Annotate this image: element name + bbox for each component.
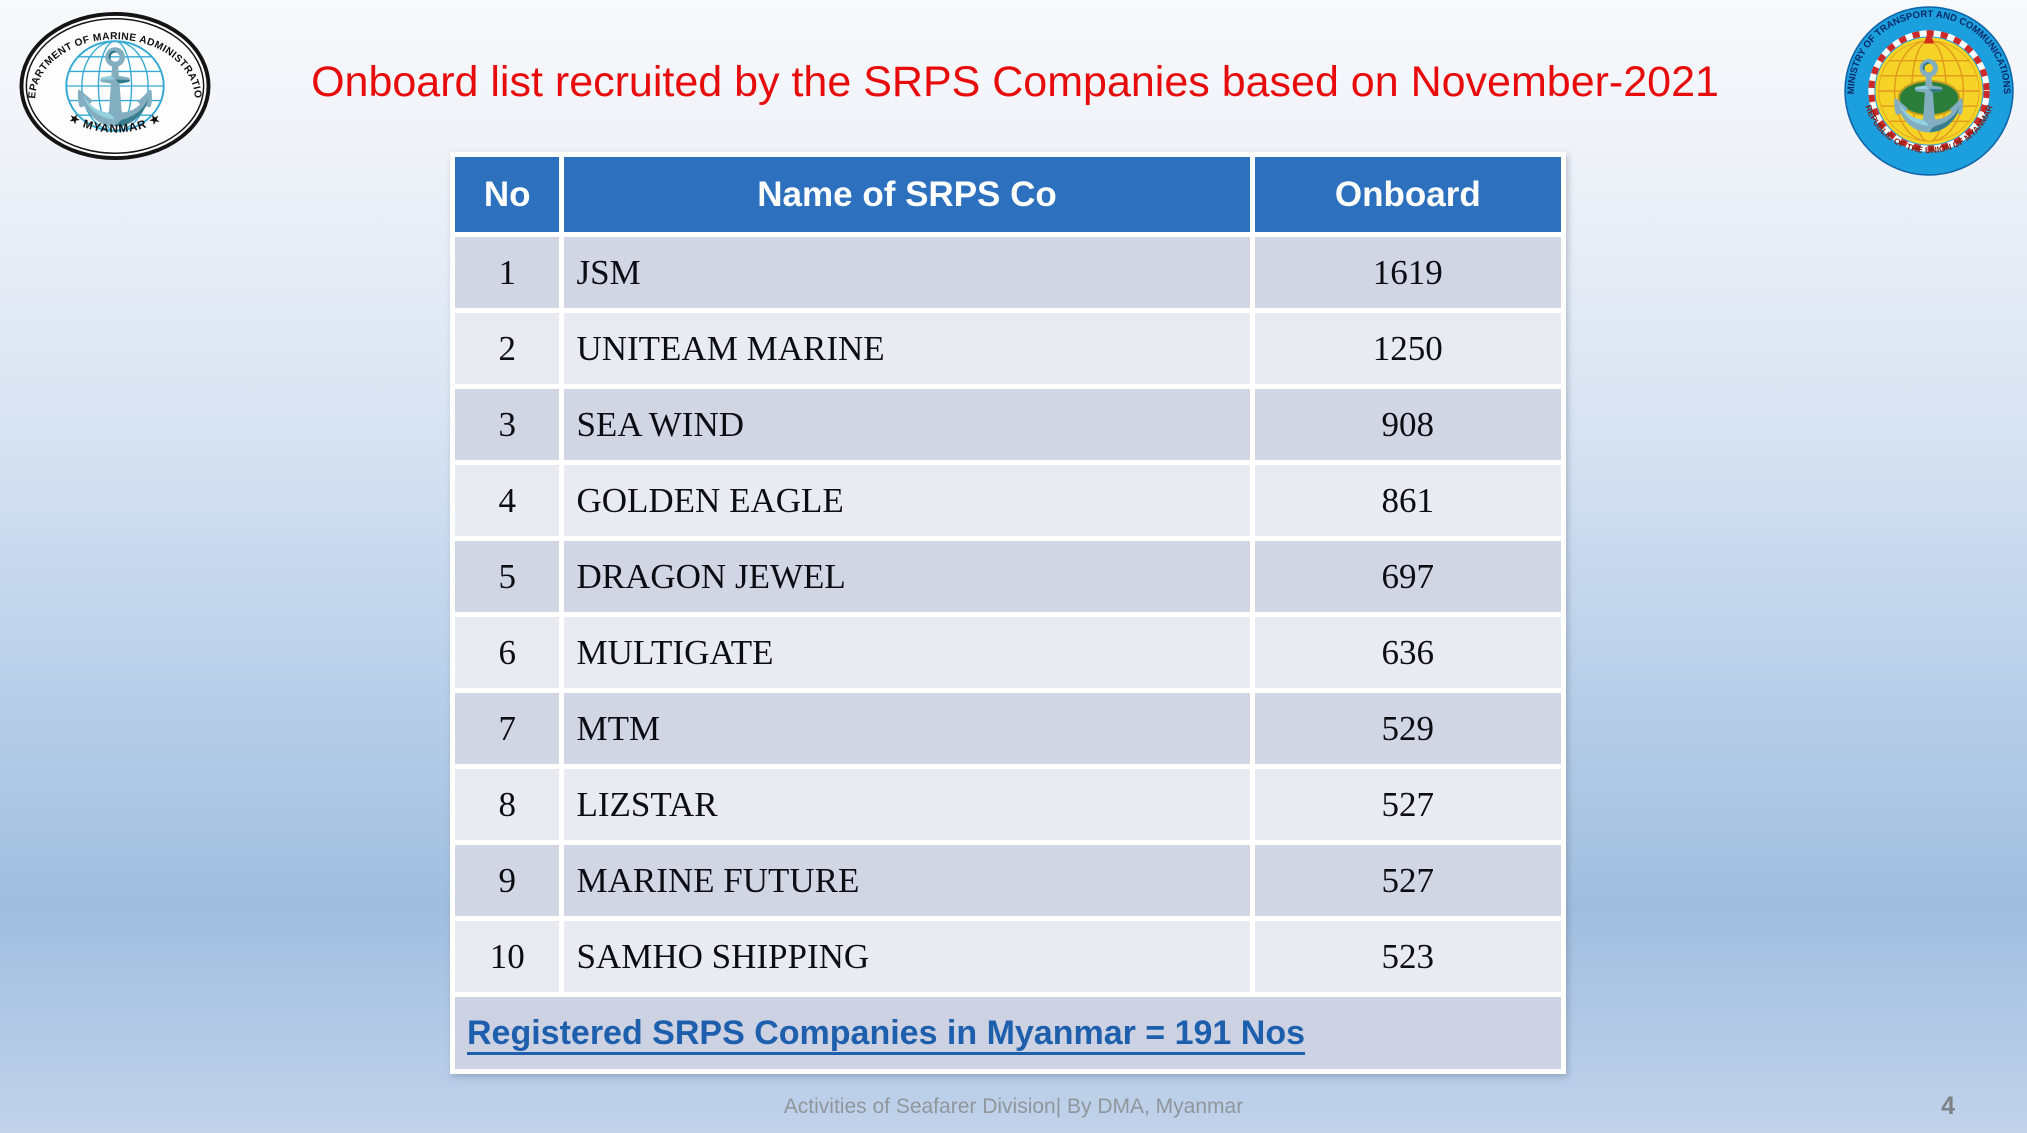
onboard-count-cell: 527 — [1254, 845, 1561, 916]
onboard-count-cell: 523 — [1254, 921, 1561, 992]
header-name: Name of SRPS Co — [564, 157, 1250, 232]
page-number: 4 — [1941, 1092, 1955, 1120]
anchor-icon: ⚓ — [1887, 57, 1970, 133]
flame-icon — [1923, 29, 1935, 44]
row-no-cell: 6 — [455, 617, 560, 688]
motc-logo: ⚓ MINISTRY OF TRANSPORT AND COMMUNICATIO… — [1843, 5, 2015, 177]
row-no-cell: 9 — [455, 845, 560, 916]
summary-row: Registered SRPS Companies in Myanmar = 1… — [455, 997, 1561, 1069]
onboard-count-cell: 861 — [1254, 465, 1561, 536]
table-row: 9 MARINE FUTURE 527 — [455, 845, 1561, 916]
header-no: No — [455, 157, 560, 232]
green-field — [1897, 79, 1961, 117]
onboard-count-cell: 636 — [1254, 617, 1561, 688]
onboard-count-cell: 1619 — [1254, 237, 1561, 308]
motc-logo-graphic: ⚓ MINISTRY OF TRANSPORT AND COMMUNICATIO… — [1843, 5, 2014, 176]
onboard-count-cell: 529 — [1254, 693, 1561, 764]
row-no-cell: 4 — [455, 465, 560, 536]
dma-logo-graphic: ⚓ DEPARTMENT OF MARINE ADMINISTRATION ★ … — [16, 10, 211, 161]
company-name-cell: MTM — [564, 693, 1250, 764]
table-row: 2 UNITEAM MARINE 1250 — [455, 313, 1561, 384]
company-name-cell: DRAGON JEWEL — [564, 541, 1250, 612]
onboard-count-cell: 527 — [1254, 769, 1561, 840]
row-no-cell: 10 — [455, 921, 560, 992]
header-onboard: Onboard — [1254, 157, 1561, 232]
table-row: 6 MULTIGATE 636 — [455, 617, 1561, 688]
summary-cell: Registered SRPS Companies in Myanmar = 1… — [455, 997, 1561, 1069]
onboard-count-cell: 908 — [1254, 389, 1561, 460]
srps-table: No Name of SRPS Co Onboard 1 JSM 1619 2 … — [450, 152, 1566, 1074]
table-header-row: No Name of SRPS Co Onboard — [455, 157, 1561, 232]
company-name-cell: MULTIGATE — [564, 617, 1250, 688]
company-name-cell: MARINE FUTURE — [564, 845, 1250, 916]
company-name-cell: GOLDEN EAGLE — [564, 465, 1250, 536]
registered-companies-total: Registered SRPS Companies in Myanmar = 1… — [467, 1013, 1306, 1052]
onboard-count-cell: 697 — [1254, 541, 1561, 612]
table-row: 4 GOLDEN EAGLE 861 — [455, 465, 1561, 536]
dma-logo: ⚓ DEPARTMENT OF MARINE ADMINISTRATION ★ … — [16, 10, 214, 162]
company-name-cell: UNITEAM MARINE — [564, 313, 1250, 384]
row-no-cell: 8 — [455, 769, 560, 840]
table-row: 10 SAMHO SHIPPING 523 — [455, 921, 1561, 992]
company-name-cell: JSM — [564, 237, 1250, 308]
table-row: 3 SEA WIND 908 — [455, 389, 1561, 460]
row-no-cell: 3 — [455, 389, 560, 460]
company-name-cell: SAMHO SHIPPING — [564, 921, 1250, 992]
table-row: 5 DRAGON JEWEL 697 — [455, 541, 1561, 612]
onboard-count-cell: 1250 — [1254, 313, 1561, 384]
slide-footer-text: Activities of Seafarer Division| By DMA,… — [783, 1095, 1244, 1118]
slide-title: Onboard list recruited by the SRPS Compa… — [311, 58, 1719, 106]
table-row: 7 MTM 529 — [455, 693, 1561, 764]
anchor-icon: ⚓ — [70, 45, 160, 127]
row-no-cell: 2 — [455, 313, 560, 384]
row-no-cell: 5 — [455, 541, 560, 612]
table-row: 8 LIZSTAR 527 — [455, 769, 1561, 840]
table-row: 1 JSM 1619 — [455, 237, 1561, 308]
company-name-cell: SEA WIND — [564, 389, 1250, 460]
row-no-cell: 1 — [455, 237, 560, 308]
srps-table-container: No Name of SRPS Co Onboard 1 JSM 1619 2 … — [450, 152, 1566, 1074]
company-name-cell: LIZSTAR — [564, 769, 1250, 840]
row-no-cell: 7 — [455, 693, 560, 764]
globe-icon — [65, 40, 165, 132]
